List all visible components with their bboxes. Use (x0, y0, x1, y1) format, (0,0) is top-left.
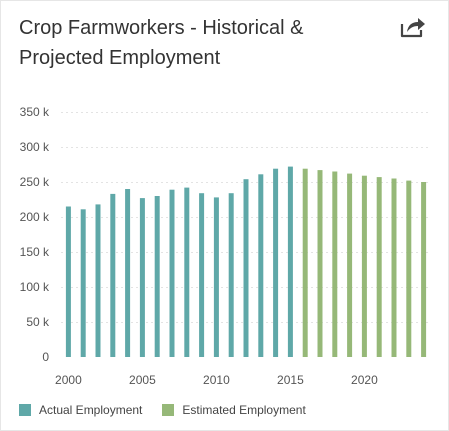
x-tick-label: 2020 (351, 373, 378, 387)
y-tick-label: 200 k (20, 210, 50, 224)
y-tick-label: 100 k (20, 280, 50, 294)
bar-estimated[interactable] (391, 178, 397, 358)
bar-actual[interactable] (169, 189, 175, 357)
chart-title: Crop Farmworkers - Historical & Projecte… (19, 13, 399, 73)
legend-item-estimated[interactable]: Estimated Employment (162, 403, 306, 417)
bar-estimated[interactable] (302, 168, 308, 357)
chart-title-line-2: Projected Employment (19, 47, 221, 69)
legend-label-estimated: Estimated Employment (182, 403, 306, 417)
bar-estimated[interactable] (361, 175, 367, 357)
bar-estimated[interactable] (421, 182, 427, 357)
bar-estimated[interactable] (347, 173, 353, 357)
chart-legend: Actual Employment Estimated Employment (19, 401, 326, 419)
employment-bar-chart: 0 50 k 100 k 150 k 200 k 250 k 300 k 350 k 2000… (20, 105, 431, 387)
x-tick-label: 2000 (55, 373, 82, 387)
y-tick-label: 350 k (20, 105, 50, 119)
bar-estimated[interactable] (376, 177, 382, 357)
bar-estimated[interactable] (332, 171, 338, 358)
x-tick-label: 2005 (129, 373, 156, 387)
y-tick-label: 300 k (20, 140, 50, 154)
bar-actual[interactable] (110, 193, 116, 357)
bar-actual[interactable] (258, 174, 264, 357)
bar-estimated[interactable] (406, 180, 412, 357)
bar-actual[interactable] (287, 166, 293, 357)
bar-actual[interactable] (154, 196, 160, 357)
x-tick-label: 2010 (203, 373, 230, 387)
bar-actual[interactable] (199, 193, 205, 357)
share-button[interactable] (399, 15, 427, 39)
legend-swatch-estimated (162, 404, 175, 416)
chart-title-line-1: Crop Farmworkers - Historical & (19, 17, 304, 39)
y-tick-label: 150 k (20, 245, 50, 259)
y-tick-label: 250 k (20, 175, 50, 189)
share-arrow-icon (400, 18, 425, 38)
bar-actual[interactable] (65, 206, 71, 358)
bar-actual[interactable] (273, 168, 279, 357)
bar-actual[interactable] (125, 189, 131, 357)
bar-estimated[interactable] (317, 170, 323, 357)
bar-actual[interactable] (213, 197, 219, 357)
bar-actual[interactable] (243, 179, 249, 357)
bar-actual[interactable] (228, 193, 234, 357)
legend-label-actual: Actual Employment (39, 403, 143, 417)
y-tick-label: 50 k (26, 315, 50, 329)
y-tick-label: 0 (42, 350, 49, 364)
bar-actual[interactable] (95, 204, 101, 357)
legend-item-actual[interactable]: Actual Employment (19, 403, 142, 417)
x-tick-label: 2015 (277, 373, 304, 387)
bar-actual[interactable] (80, 209, 86, 357)
bar-actual[interactable] (184, 187, 190, 357)
legend-swatch-actual (19, 404, 31, 416)
bar-actual[interactable] (139, 198, 145, 357)
